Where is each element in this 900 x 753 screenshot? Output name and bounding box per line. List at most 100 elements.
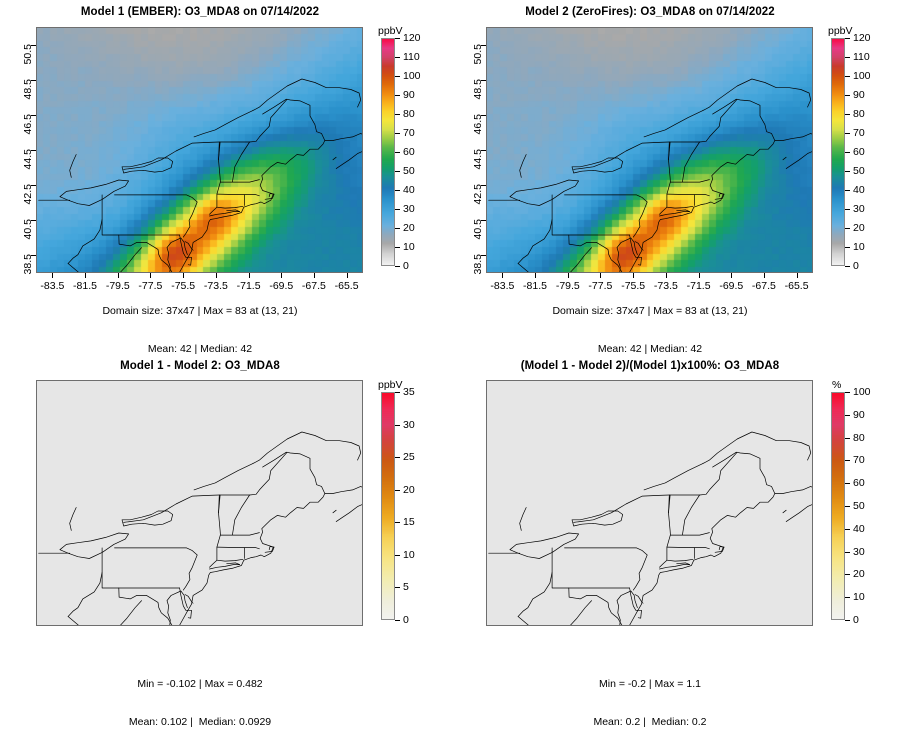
colorbar-tick-label: 100 bbox=[403, 70, 421, 82]
colorbar-tick-label: 40 bbox=[853, 184, 865, 196]
x-tick-label: -69.5 bbox=[719, 280, 744, 292]
y-tick-label: 38.5 bbox=[22, 254, 34, 275]
colorbar-tick-label: 30 bbox=[403, 203, 415, 215]
colorbar-tick-label: 25 bbox=[403, 451, 415, 464]
y-tick-mark bbox=[31, 79, 36, 81]
colorbar-tick-mark bbox=[845, 133, 850, 134]
colorbar-tick-mark bbox=[395, 489, 400, 491]
colorbar-tick-mark bbox=[845, 209, 850, 210]
y-tick-label: 46.5 bbox=[22, 113, 34, 135]
colorbar-gradient bbox=[381, 38, 395, 266]
y-tick-mark bbox=[481, 150, 486, 151]
x-tick-mark bbox=[633, 273, 635, 278]
colorbar-tick-label: 110 bbox=[853, 51, 870, 63]
y-tick-mark bbox=[31, 114, 36, 116]
x-tick-mark bbox=[698, 273, 700, 278]
y-tick-mark bbox=[31, 255, 36, 257]
ozone-field-raster bbox=[487, 28, 812, 272]
y-tick-label: 44.5 bbox=[22, 149, 34, 170]
x-tick-mark bbox=[150, 273, 152, 278]
x-tick-label: -71.5 bbox=[236, 280, 261, 292]
x-tick-mark bbox=[281, 273, 283, 278]
colorbar-tick-mark bbox=[845, 528, 850, 530]
x-tick-label: -73.5 bbox=[203, 280, 228, 292]
colorbar-tick-mark bbox=[395, 114, 400, 115]
x-tick-mark bbox=[502, 273, 504, 278]
panel-model2-zerofires: Model 2 (ZeroFires): O3_MDA8 on 07/14/20… bbox=[450, 0, 900, 355]
y-tick-mark bbox=[481, 185, 486, 187]
caption-line-1: Min = -0.2 | Max = 1.1 bbox=[599, 678, 701, 690]
y-tick-label: 44.5 bbox=[472, 149, 484, 170]
colorbar-tick-mark bbox=[845, 414, 850, 416]
colorbar-tick-mark bbox=[845, 620, 850, 621]
colorbar-tick-mark bbox=[845, 76, 850, 77]
y-tick-mark bbox=[481, 79, 486, 81]
colorbar-tick-label: 40 bbox=[853, 522, 865, 535]
colorbar-tick-label: 30 bbox=[403, 418, 415, 431]
colorbar-unit-label: ppbV bbox=[828, 25, 853, 37]
colorbar-tick-label: 90 bbox=[853, 89, 865, 101]
map-plot-difference bbox=[36, 380, 363, 626]
colorbar-tick-label: 120 bbox=[853, 32, 871, 44]
colorbar-tick-mark bbox=[845, 247, 850, 248]
colorbar-tick-mark bbox=[845, 228, 850, 229]
map-outlines bbox=[38, 78, 362, 272]
colorbar-tick-label: 20 bbox=[853, 222, 865, 234]
colorbar-gradient bbox=[831, 38, 845, 266]
x-tick-label: -67.5 bbox=[751, 280, 776, 292]
colorbar-tick-mark bbox=[845, 506, 850, 507]
y-tick-label: 48.5 bbox=[22, 78, 34, 100]
y-tick-mark bbox=[481, 44, 486, 46]
colorbar-tick-label: 80 bbox=[853, 108, 865, 120]
difference-field-raster bbox=[37, 381, 362, 625]
map-plot-model1 bbox=[36, 27, 363, 273]
y-tick-label: 50.5 bbox=[472, 43, 484, 65]
colorbar-tick-label: 60 bbox=[403, 146, 415, 158]
colorbar-tick-mark bbox=[395, 152, 400, 153]
y-tick-label: 42.5 bbox=[472, 184, 484, 205]
colorbar-tick-mark bbox=[395, 522, 400, 524]
colorbar-tick-label: 80 bbox=[853, 431, 865, 444]
x-tick-label: -65.5 bbox=[784, 280, 809, 292]
x-tick-mark bbox=[248, 273, 250, 278]
colorbar-tick-label: 0 bbox=[853, 614, 859, 626]
colorbar-tick-mark bbox=[395, 38, 400, 39]
map-outlines bbox=[488, 431, 812, 625]
colorbar-tick-label: 120 bbox=[403, 32, 421, 44]
x-tick-mark bbox=[183, 273, 185, 278]
y-tick-mark bbox=[31, 44, 36, 46]
y-tick-label: 38.5 bbox=[472, 254, 484, 275]
colorbar-tick-mark bbox=[845, 95, 850, 96]
colorbar-tick-mark bbox=[845, 483, 850, 485]
panel-caption-model2: Domain size: 37x47 | Max = 83 at (13, 21… bbox=[450, 280, 850, 380]
caption-line-1: Domain size: 37x47 | Max = 83 at (13, 21… bbox=[102, 305, 298, 317]
y-tick-label: 50.5 bbox=[22, 43, 34, 65]
colorbar-tick-label: 80 bbox=[403, 108, 415, 120]
colorbar-tick-label: 30 bbox=[853, 203, 865, 215]
x-tick-label: -73.5 bbox=[653, 280, 678, 292]
colorbar-tick-label: 10 bbox=[853, 241, 865, 253]
caption-line-1: Min = -0.102 | Max = 0.482 bbox=[137, 678, 263, 690]
panel-caption-model1: Domain size: 37x47 | Max = 83 at (13, 21… bbox=[0, 280, 400, 380]
panel-difference-absolute: Model 1 - Model 2: O3_MDA8 Min = -0.102 … bbox=[0, 353, 450, 728]
x-tick-label: -65.5 bbox=[334, 280, 359, 292]
panel-title-model2: Model 2 (ZeroFires): O3_MDA8 on 07/14/20… bbox=[525, 6, 775, 18]
x-tick-mark bbox=[600, 273, 602, 278]
colorbar-tick-label: 70 bbox=[853, 454, 865, 467]
caption-line-2: Mean: 0.2 | Median: 0.2 bbox=[593, 715, 707, 728]
panel-title-difference: Model 1 - Model 2: O3_MDA8 bbox=[120, 360, 280, 372]
x-tick-label: -79.5 bbox=[105, 280, 130, 292]
colorbar-tick-label: 30 bbox=[853, 545, 865, 558]
x-tick-label: -83.5 bbox=[490, 280, 515, 292]
x-tick-mark bbox=[313, 273, 315, 278]
x-tick-label: -81.5 bbox=[523, 280, 547, 292]
y-tick-mark bbox=[31, 220, 36, 222]
colorbar-unit-label: % bbox=[832, 379, 842, 391]
colorbar-tick-label: 10 bbox=[403, 548, 415, 561]
y-tick-label: 40.5 bbox=[22, 219, 34, 240]
colorbar-tick-mark bbox=[845, 266, 850, 267]
colorbar-tick-mark bbox=[395, 392, 400, 393]
x-tick-label: -83.5 bbox=[40, 280, 65, 292]
y-tick-label: 42.5 bbox=[22, 184, 34, 205]
colorbar-tick-label: 10 bbox=[853, 591, 865, 604]
